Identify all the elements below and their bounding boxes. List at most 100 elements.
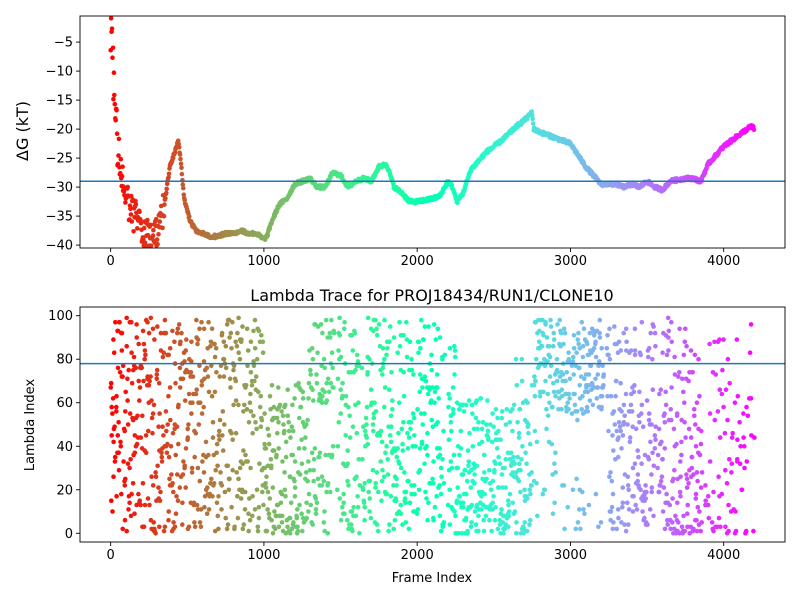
lambda-point: [256, 328, 262, 334]
lambda-point: [252, 317, 258, 323]
lambda-point: [575, 520, 581, 525]
lambda-point: [516, 430, 522, 436]
lambda-point: [386, 387, 392, 393]
lambda-point: [575, 337, 581, 342]
lambda-point: [243, 452, 248, 458]
lambda-point: [483, 513, 489, 519]
lambda-point: [263, 481, 268, 486]
lambda-point: [268, 457, 274, 462]
lambda-point: [529, 470, 534, 475]
lambda-point: [429, 417, 435, 423]
lambda-point: [192, 520, 197, 525]
lambda-point: [418, 346, 423, 351]
lambda-point: [548, 363, 554, 369]
lambda-point: [642, 515, 647, 521]
lambda-point: [419, 441, 425, 447]
lambda-point: [462, 467, 468, 473]
lambda-point: [691, 472, 696, 477]
lambda-point: [313, 496, 319, 501]
lambda-point: [350, 528, 355, 534]
delta-g-point: [162, 202, 167, 207]
lambda-point: [669, 319, 674, 325]
lambda-point: [426, 324, 431, 329]
lambda-point: [697, 509, 702, 514]
lambda-point: [399, 426, 405, 432]
lambda-point: [370, 467, 376, 473]
lambda-point: [354, 430, 360, 436]
lambda-point: [686, 378, 691, 384]
delta-g-point: [265, 232, 271, 238]
lambda-point: [551, 343, 556, 349]
lambda-point: [665, 315, 671, 321]
delta-g-point: [138, 220, 144, 226]
lambda-point: [324, 489, 329, 495]
lambda-point: [338, 411, 344, 416]
lambda-point: [254, 487, 260, 493]
lambda-point: [170, 481, 175, 486]
lambda-point: [289, 526, 295, 532]
lambda-point: [297, 502, 302, 508]
lambda-point: [600, 363, 605, 369]
lambda-point: [469, 520, 474, 525]
lambda-point: [205, 374, 211, 379]
lambda-point: [573, 526, 579, 532]
lambda-point: [279, 520, 285, 525]
lambda-point: [589, 380, 595, 386]
lambda-point: [401, 333, 406, 338]
lambda-point: [302, 446, 307, 451]
lambda-point: [574, 350, 579, 356]
lambda-point: [716, 474, 721, 480]
lambda-point: [711, 489, 716, 495]
lambda-point: [618, 380, 623, 386]
lambda-point: [260, 489, 265, 495]
lambda-point: [446, 404, 451, 410]
lambda-point: [371, 328, 376, 334]
lambda-point: [417, 389, 423, 395]
lambda-point: [320, 330, 325, 336]
lambda-point: [479, 426, 485, 432]
lambda-point: [661, 485, 667, 490]
lambda-point: [495, 415, 500, 421]
lambda-point: [279, 513, 285, 519]
lambda-point: [287, 531, 293, 536]
lambda-point: [331, 330, 337, 336]
lambda-point: [499, 472, 505, 477]
lambda-point: [136, 341, 141, 347]
lambda-point: [140, 328, 146, 334]
lambda-point: [220, 448, 226, 453]
lambda-point: [617, 424, 623, 430]
lambda-point: [397, 319, 402, 325]
lambda-point: [692, 352, 698, 358]
lambda-point: [595, 385, 601, 390]
lambda-point: [715, 409, 721, 414]
lambda-point: [582, 376, 587, 382]
lambda-point: [136, 378, 141, 384]
x-tick-label: 3000: [554, 254, 587, 269]
lambda-point: [264, 474, 269, 480]
lambda-point: [535, 513, 540, 519]
lambda-point: [287, 515, 293, 521]
lambda-point: [230, 437, 235, 443]
lambda-point: [326, 389, 332, 395]
lambda-point: [240, 461, 245, 467]
lambda-point: [126, 367, 131, 373]
lambda-point: [128, 457, 133, 462]
lambda-point: [586, 502, 592, 508]
lambda-point: [250, 513, 255, 519]
lambda-point: [541, 333, 546, 338]
lambda-point: [531, 383, 537, 388]
lambda-point: [502, 465, 507, 471]
lambda-point: [224, 322, 230, 327]
lambda-point: [401, 420, 406, 425]
lambda-point: [340, 380, 345, 386]
delta-g-point: [440, 190, 445, 196]
lambda-point: [383, 450, 388, 456]
lambda-point: [544, 407, 549, 412]
lambda-point: [468, 524, 474, 530]
lambda-point: [460, 402, 466, 408]
lambda-point: [121, 459, 126, 464]
lambda-point: [627, 439, 633, 445]
delta-g-point: [133, 201, 139, 207]
lambda-point: [406, 435, 412, 440]
